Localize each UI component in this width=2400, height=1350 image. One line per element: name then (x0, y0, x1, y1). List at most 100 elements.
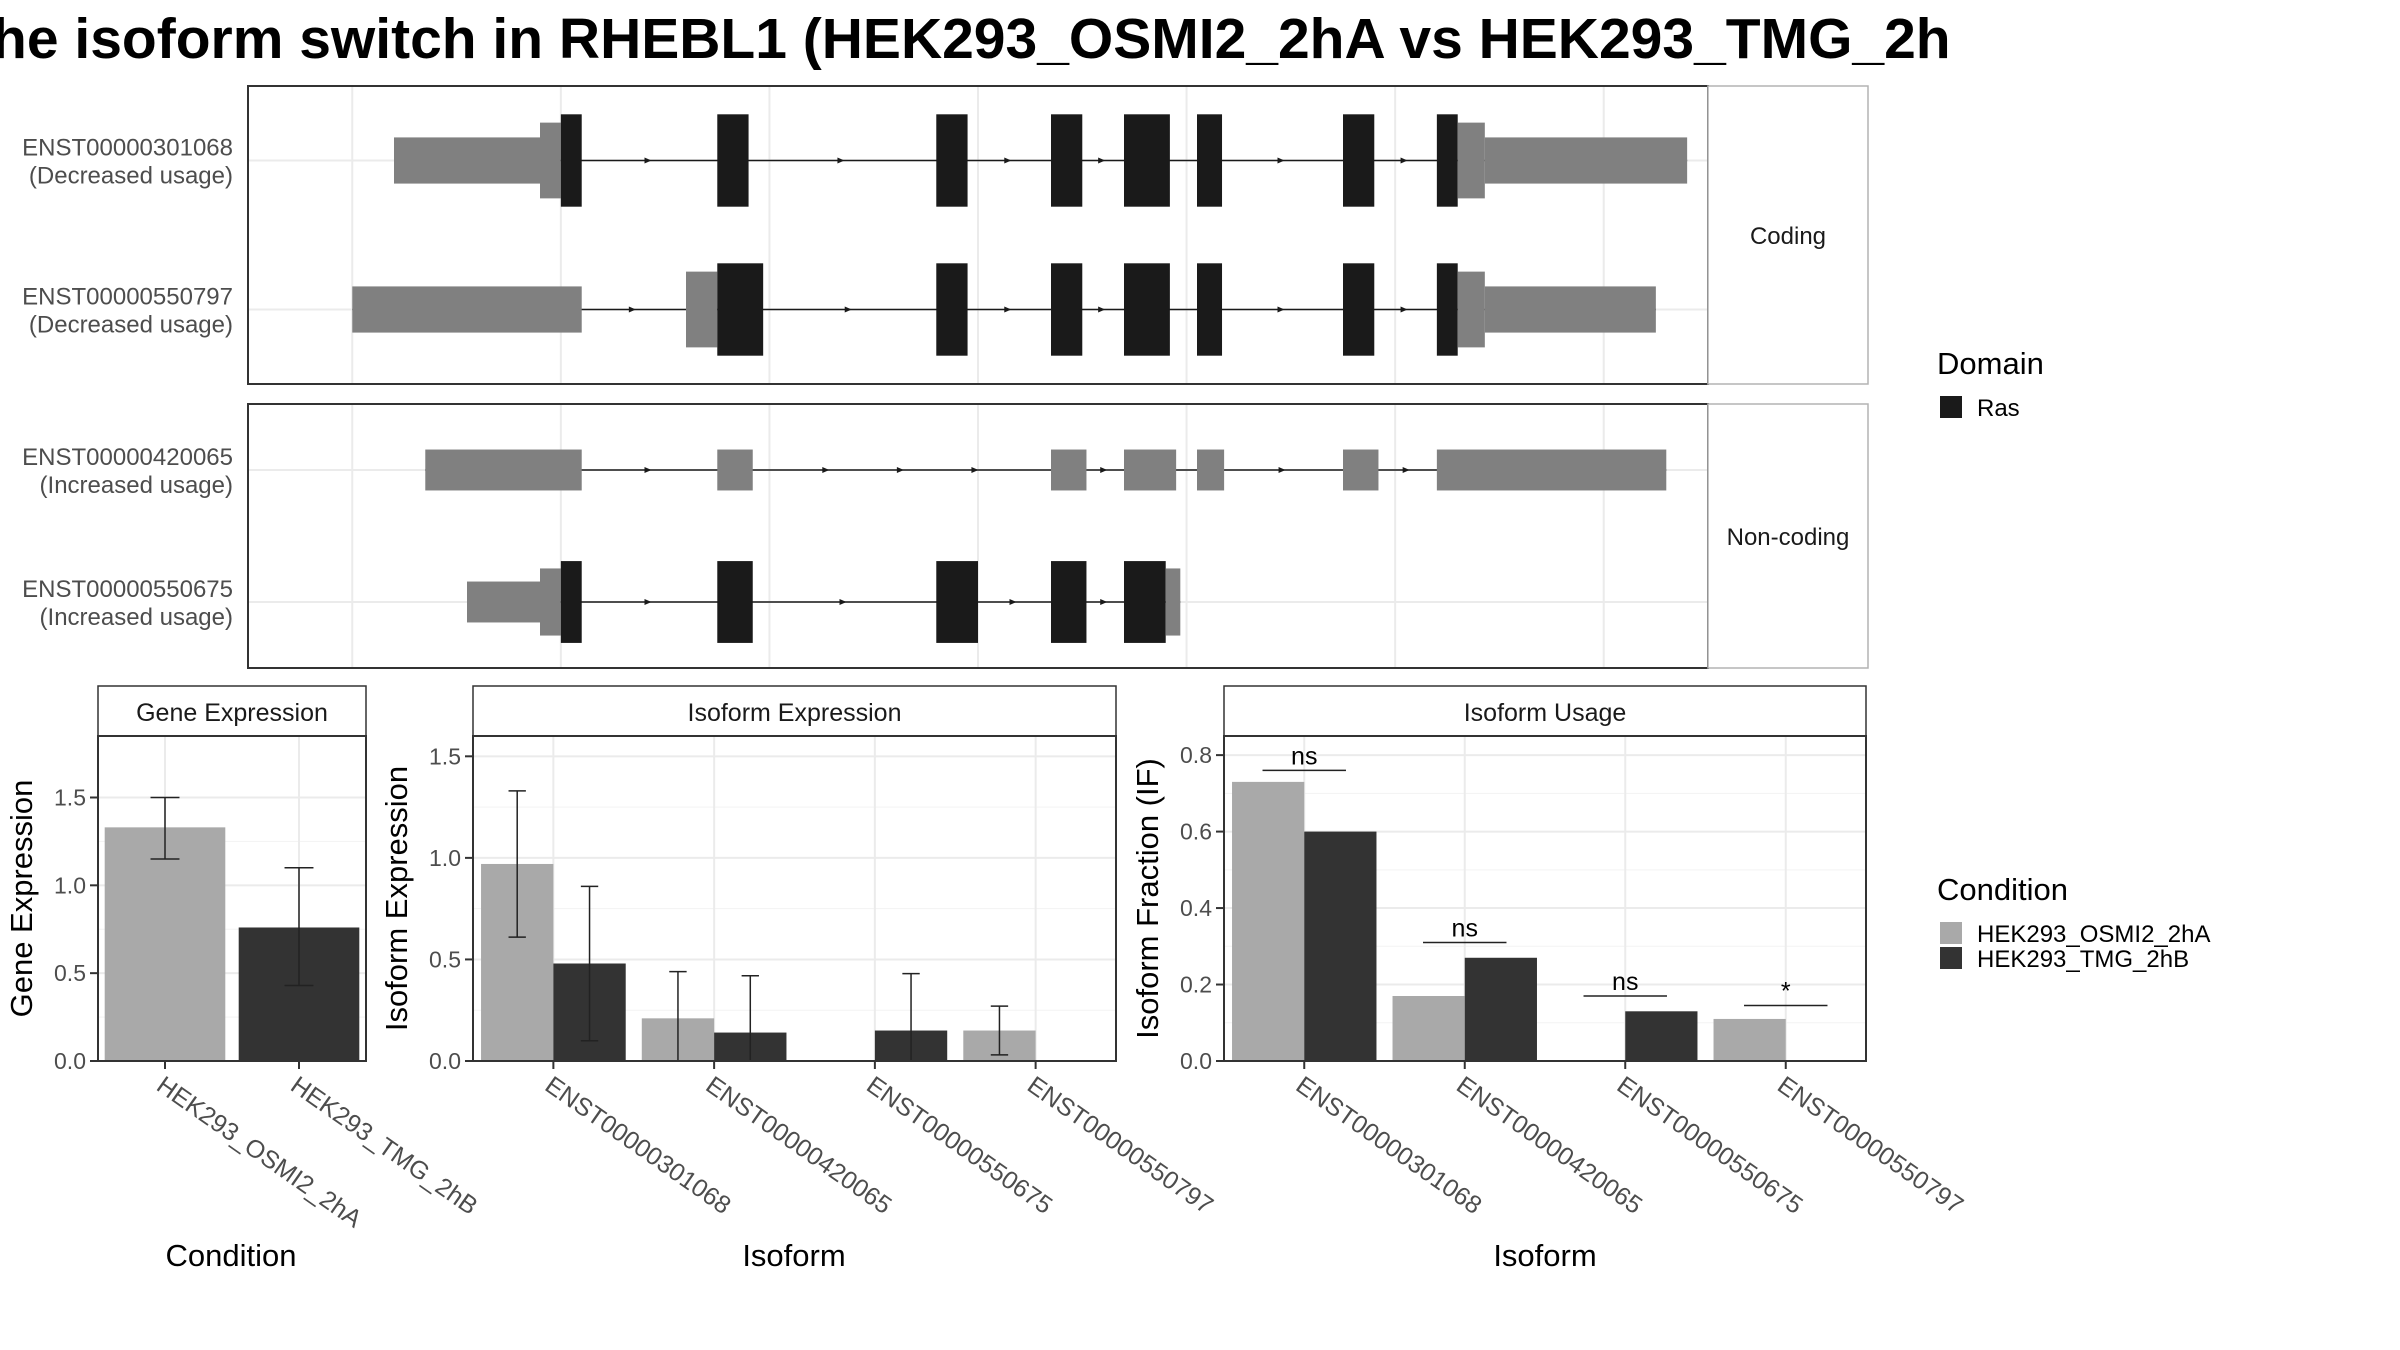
y-tick-label: 1.0 (54, 872, 86, 898)
bar-hek293-tmg-2hb (1625, 1011, 1698, 1061)
ras-domain-exon (1051, 263, 1083, 356)
bar-hek293-tmg-2hb (1464, 957, 1537, 1061)
chart-title: Gene Expression (136, 699, 328, 727)
facet-strip-label: Non-coding (1727, 524, 1850, 551)
significance-label: ns (1452, 914, 1478, 942)
y-axis-title: Gene Expression (4, 780, 39, 1018)
y-tick-label: 1.0 (429, 845, 461, 871)
utr-exon (1051, 449, 1087, 491)
transcript-ENST00000420065 (425, 449, 1667, 491)
legend-label-condition: HEK293_OSMI2_2hA (1977, 921, 2210, 948)
coding-exon (686, 271, 718, 348)
coding-exon (1457, 271, 1485, 348)
bar-charts: Gene ExpressionHEK293_OSMI2_2hAHEK293_TM… (4, 685, 1968, 1273)
transcript-facet-coding: ENST00000301068(Decreased usage)ENST0000… (22, 85, 1869, 385)
coding-exon (540, 568, 561, 636)
y-axis-title: Isoform Fraction (IF) (1130, 758, 1165, 1039)
direction-arrow (1278, 467, 1286, 473)
bar-hek293-osmi2-2ha (104, 827, 226, 1061)
significance-label: ns (1291, 742, 1317, 770)
chart-title: Isoform Expression (688, 699, 902, 727)
direction-arrow (1100, 467, 1108, 473)
ras-domain-exon (560, 114, 582, 207)
utr-exon (1197, 449, 1225, 491)
direction-arrow (896, 467, 904, 473)
ras-domain-exon (1051, 114, 1083, 207)
bar-hek293-osmi2-2ha (1713, 1018, 1786, 1061)
ras-domain-exon (1124, 263, 1170, 356)
direction-arrow (644, 599, 652, 605)
significance-label: * (1781, 978, 1791, 1006)
y-tick-label: 1.5 (429, 743, 461, 769)
y-tick-label: 0.5 (54, 960, 86, 986)
utr-exon (1484, 137, 1688, 184)
transcript-ENST00000550797 (352, 263, 1656, 356)
legend-swatch-condition (1940, 922, 1962, 944)
utr-exon (1343, 449, 1379, 491)
direction-arrow (1004, 157, 1012, 164)
coding-exon (1165, 568, 1181, 636)
utr-exon (1124, 449, 1177, 491)
y-tick-label: 0.5 (429, 946, 461, 972)
ras-domain-exon (1197, 114, 1223, 207)
x-axis-title: Condition (166, 1238, 297, 1273)
direction-arrow (1277, 306, 1285, 313)
y-tick-label: 0.8 (1180, 742, 1212, 768)
ras-domain-exon (1124, 114, 1170, 207)
utr-exon (352, 286, 582, 333)
ras-domain-exon (1343, 263, 1375, 356)
direction-arrow (1098, 306, 1106, 313)
ras-domain-exon (717, 263, 764, 356)
significance-label: ns (1612, 968, 1638, 996)
transcript-usage-label: (Decreased usage) (29, 163, 233, 190)
bar-chart-isoform-expression: Isoform ExpressionENST00000301068ENST000… (379, 685, 1218, 1273)
ras-domain-exon (1197, 263, 1223, 356)
bar-chart-isoform-usage: Isoform UsagensENST00000301068nsENST0000… (1130, 685, 1968, 1273)
direction-arrow (1009, 599, 1017, 605)
condition-legend-title: Condition (1937, 872, 2068, 907)
direction-arrow (1004, 306, 1012, 313)
ras-domain-exon (717, 114, 749, 207)
y-tick-label: 0.6 (1180, 819, 1212, 845)
plot-border (472, 735, 1117, 1062)
bar-hek293-tmg-2hb (1304, 831, 1377, 1061)
plot-border (1223, 735, 1867, 1062)
direction-arrow (1400, 306, 1408, 313)
domain-legend-title: Domain (1937, 346, 2044, 381)
chart-strip (97, 685, 367, 737)
facet-strip-label: Coding (1750, 223, 1826, 250)
figure-title: he isoform switch in RHEBL1 (HEK293_OSMI… (0, 7, 1951, 71)
y-tick-label: 0.0 (429, 1048, 461, 1074)
chart-strip (472, 685, 1117, 737)
direction-arrow (628, 306, 636, 313)
ras-domain-exon (936, 263, 968, 356)
plot-border (97, 735, 367, 1062)
direction-arrow (844, 306, 852, 313)
transcript-id-label: ENST00000550797 (22, 284, 233, 311)
facet-strip (1707, 85, 1869, 385)
utr-exon (1484, 286, 1656, 333)
ras-domain-exon (936, 561, 978, 643)
facet-strip (1707, 403, 1869, 669)
transcript-structure-panel: ENST00000301068(Decreased usage)ENST0000… (22, 85, 1869, 669)
x-axis-title: Isoform (1493, 1238, 1596, 1273)
direction-arrow (1098, 157, 1106, 164)
ras-domain-exon (936, 114, 968, 207)
y-tick-label: 0.4 (1180, 895, 1212, 921)
transcript-usage-label: (Increased usage) (40, 604, 233, 631)
ras-domain-exon (1051, 561, 1087, 643)
x-axis-title: Isoform (742, 1238, 845, 1273)
direction-arrow (1277, 157, 1285, 164)
legend-label-condition: HEK293_TMG_2hB (1977, 946, 2189, 973)
bar-hek293-osmi2-2ha (1392, 996, 1465, 1061)
direction-arrow (1100, 599, 1108, 605)
utr-exon (1436, 449, 1667, 491)
y-tick-label: 0.2 (1180, 972, 1212, 998)
utr-exon (717, 449, 753, 491)
legend-label-ras: Ras (1977, 395, 2020, 422)
direction-arrow (839, 599, 847, 605)
ras-domain-exon (1343, 114, 1375, 207)
transcript-usage-label: (Decreased usage) (29, 312, 233, 339)
bar-hek293-osmi2-2ha (1232, 781, 1305, 1061)
